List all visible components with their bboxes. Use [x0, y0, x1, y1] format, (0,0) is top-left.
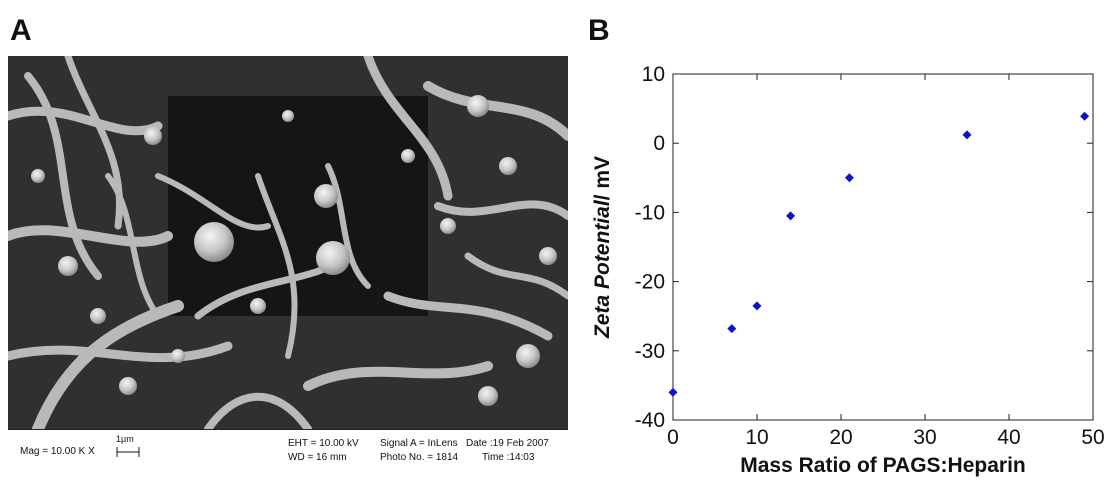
data-point [962, 130, 972, 140]
data-point [786, 211, 796, 221]
y-tick-label: -40 [635, 409, 665, 432]
sem-signal: Signal A = InLens [380, 438, 458, 449]
sem-scale-bar [116, 447, 140, 457]
sem-eht: EHT = 10.00 kV [288, 438, 359, 449]
x-axis-label: Mass Ratio of PAGS:Heparin [740, 454, 1026, 477]
data-point [1080, 111, 1090, 121]
sem-scale-bar-label: 1μm [116, 434, 134, 444]
sem-date: Date :19 Feb 2007 [466, 438, 549, 449]
sem-time: Time :14:03 [482, 452, 535, 463]
panel-label-a: A [10, 14, 32, 47]
sem-data-bar: Mag = 10.00 K X 1μm EHT = 10.00 kV WD = … [8, 429, 568, 472]
sem-photo-number: Photo No. = 1814 [380, 452, 459, 463]
y-tick-label: -20 [635, 271, 665, 294]
panel-label-b: B [588, 14, 610, 47]
x-tick-label: 10 [745, 426, 768, 449]
chart-svg: 0 10 20 30 40 50 10 0 -10 -20 -30 -40 Mass Ratio of… [591, 63, 1105, 477]
y-axis-label-unit: / mV [591, 156, 614, 200]
y-tick-label: 10 [642, 63, 665, 86]
y-axis-label: Zeta Potential/ mV [591, 156, 614, 339]
zeta-potential-chart: 0 10 20 30 40 50 10 0 -10 -20 -30 -40 Mass Ratio of… [585, 50, 1106, 487]
y-tick-label: -30 [635, 340, 665, 363]
sem-working-distance: WD = 16 mm [288, 452, 347, 463]
sem-micrograph: Mag = 10.00 K X 1μm EHT = 10.00 kV WD = … [8, 56, 568, 472]
x-tick-label: 20 [829, 426, 852, 449]
y-axis-label-italic: Zeta Potential [591, 199, 614, 339]
plot-frame [672, 73, 1094, 421]
data-point [844, 173, 854, 183]
data-point [668, 387, 678, 397]
data-point [727, 324, 737, 334]
x-tick-label: 40 [997, 426, 1020, 449]
x-tick-label: 50 [1081, 426, 1104, 449]
data-point [752, 301, 762, 311]
y-tick-label: -10 [635, 201, 665, 224]
x-tick-label: 30 [913, 426, 936, 449]
y-tick-label: 0 [653, 132, 665, 155]
sem-magnification: Mag = 10.00 K X [20, 446, 95, 457]
sem-image [8, 56, 568, 429]
x-tick-label: 0 [667, 426, 679, 449]
